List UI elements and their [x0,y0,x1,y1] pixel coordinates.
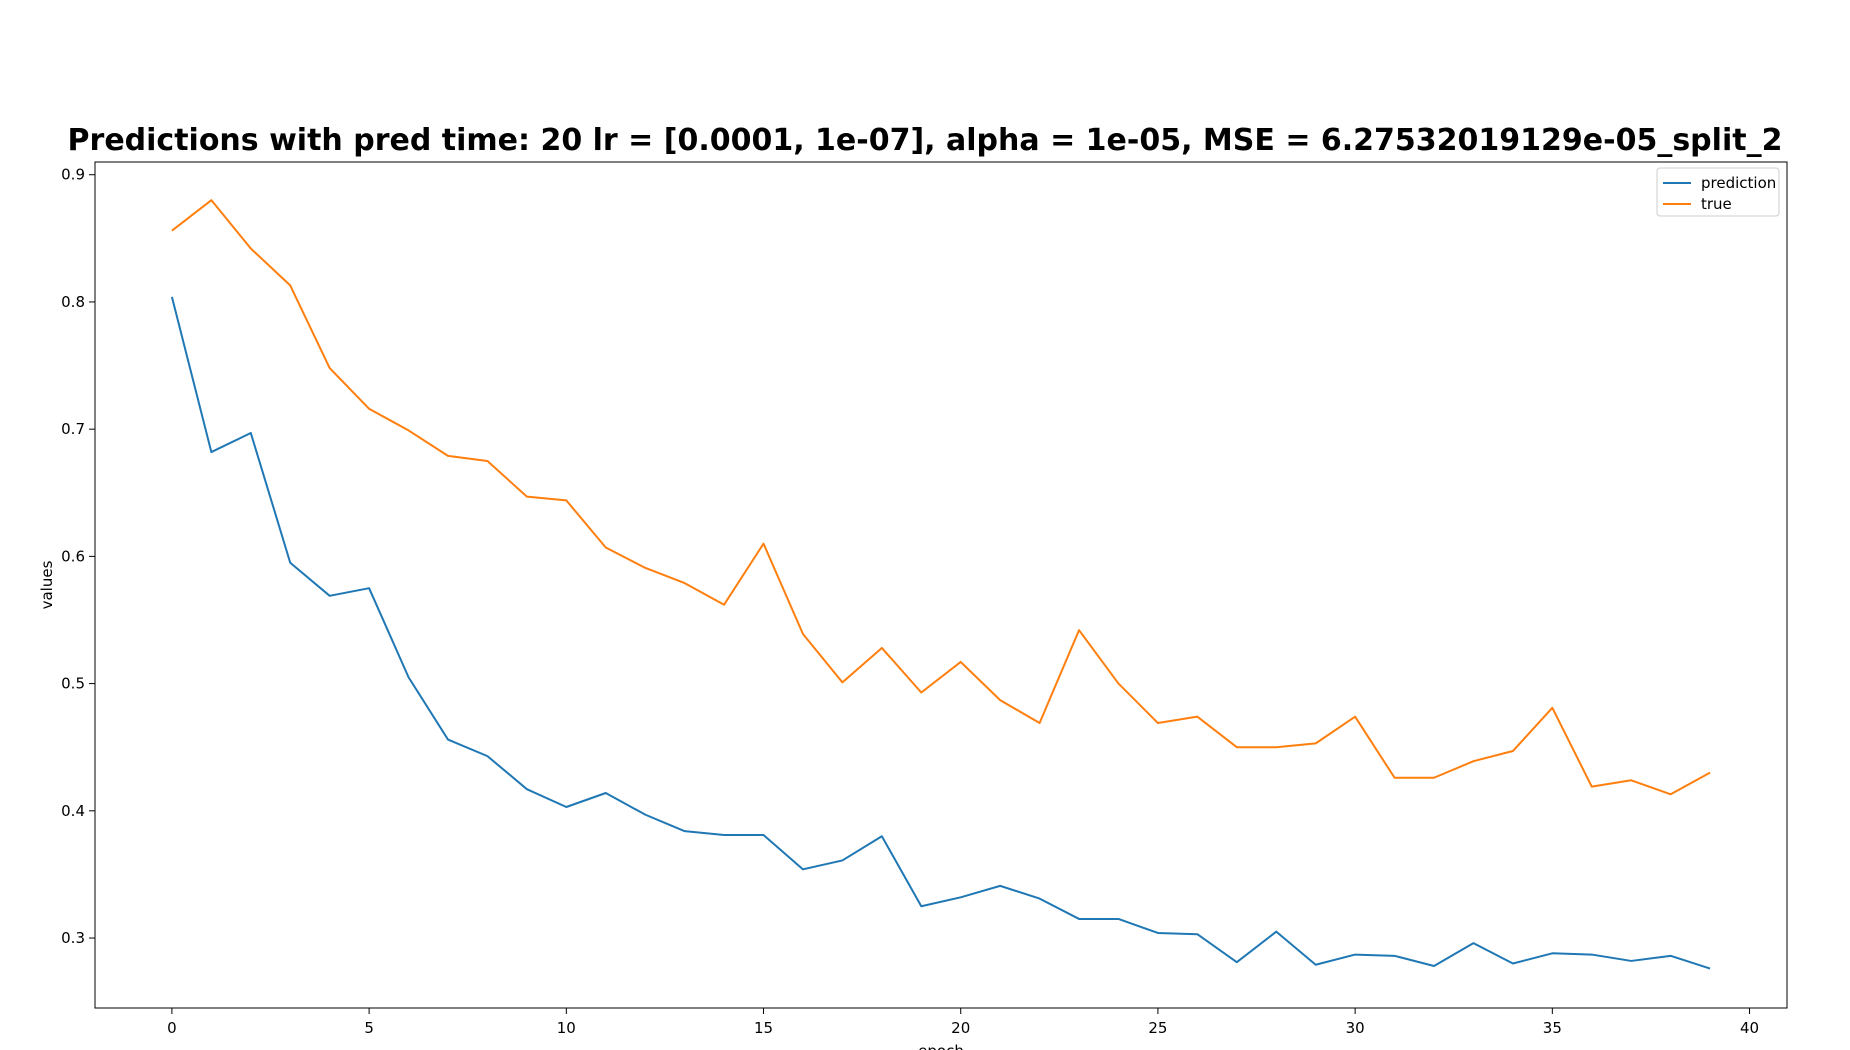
y-axis-label: values [38,560,56,609]
x-tick-label: 10 [557,1019,576,1037]
x-tick-label: 15 [754,1019,773,1037]
legend: prediction true [1656,167,1780,217]
x-tick-label: 30 [1346,1019,1365,1037]
x-tick-label: 0 [167,1019,177,1037]
y-tick-label: 0.3 [61,929,85,947]
legend-label-true: true [1701,195,1732,213]
y-tick-label: 0.8 [61,293,85,311]
plot-area [94,161,1788,1009]
series-line-true [171,199,1711,796]
y-axis-ticks: 0.3 0.4 0.5 0.6 0.7 0.8 0.9 [61,166,95,947]
x-tick-label: 20 [951,1019,970,1037]
x-tick-label: 40 [1740,1019,1759,1037]
legend-label-prediction: prediction [1701,174,1776,192]
x-axis-label: epoch [918,1042,964,1050]
y-tick-label: 0.9 [61,166,85,184]
y-tick-label: 0.5 [61,675,85,693]
series-line-prediction [170,296,1711,970]
x-tick-label: 25 [1148,1019,1167,1037]
x-tick-label: 35 [1543,1019,1562,1037]
series-layer [170,199,1711,970]
y-tick-label: 0.7 [61,420,85,438]
x-axis-ticks: 0 5 10 15 20 25 30 35 40 [167,1008,1759,1037]
y-tick-label: 0.4 [61,802,85,820]
x-tick-label: 5 [364,1019,374,1037]
y-tick-label: 0.6 [61,547,85,565]
chart-title: Predictions with pred time: 20 lr = [0.0… [68,123,1783,158]
